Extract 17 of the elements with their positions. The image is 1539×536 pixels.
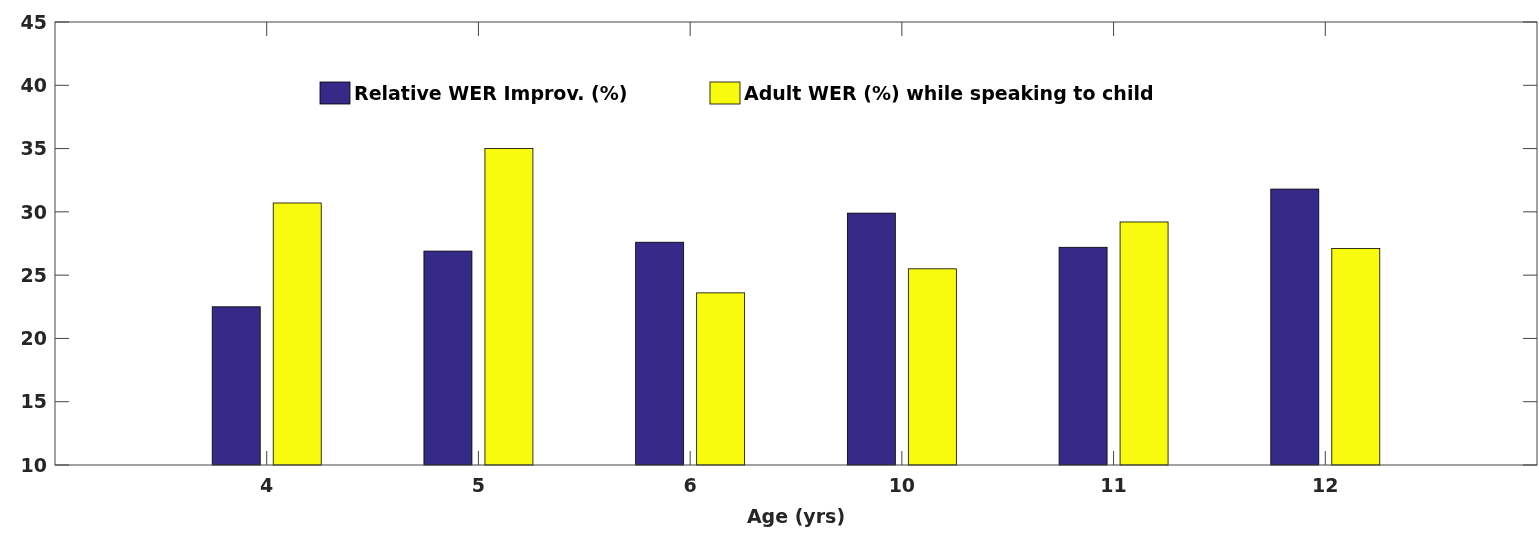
y-tick-label: 25 <box>20 263 47 286</box>
y-tick-label: 20 <box>20 327 47 350</box>
x-tick-label: 11 <box>1100 474 1127 496</box>
x-axis-title: Age (yrs) <box>746 505 846 527</box>
legend-label: Relative WER Improv. (%) <box>354 81 628 104</box>
y-tick-label: 15 <box>20 390 47 413</box>
y-tick-label: 10 <box>20 453 47 476</box>
legend-label: Adult WER (%) while speaking to child <box>744 81 1154 104</box>
x-tick-label: 4 <box>260 474 274 496</box>
x-tick-label: 5 <box>471 474 486 496</box>
y-tick-label: 40 <box>20 73 47 96</box>
x-tick-label: 6 <box>683 474 697 496</box>
y-tick-label: 45 <box>20 10 47 33</box>
y-tick-label: 35 <box>20 137 47 160</box>
x-tick-label: 10 <box>888 474 916 496</box>
x-tick-label: 12 <box>1312 474 1339 496</box>
y-tick-label: 30 <box>20 200 47 223</box>
